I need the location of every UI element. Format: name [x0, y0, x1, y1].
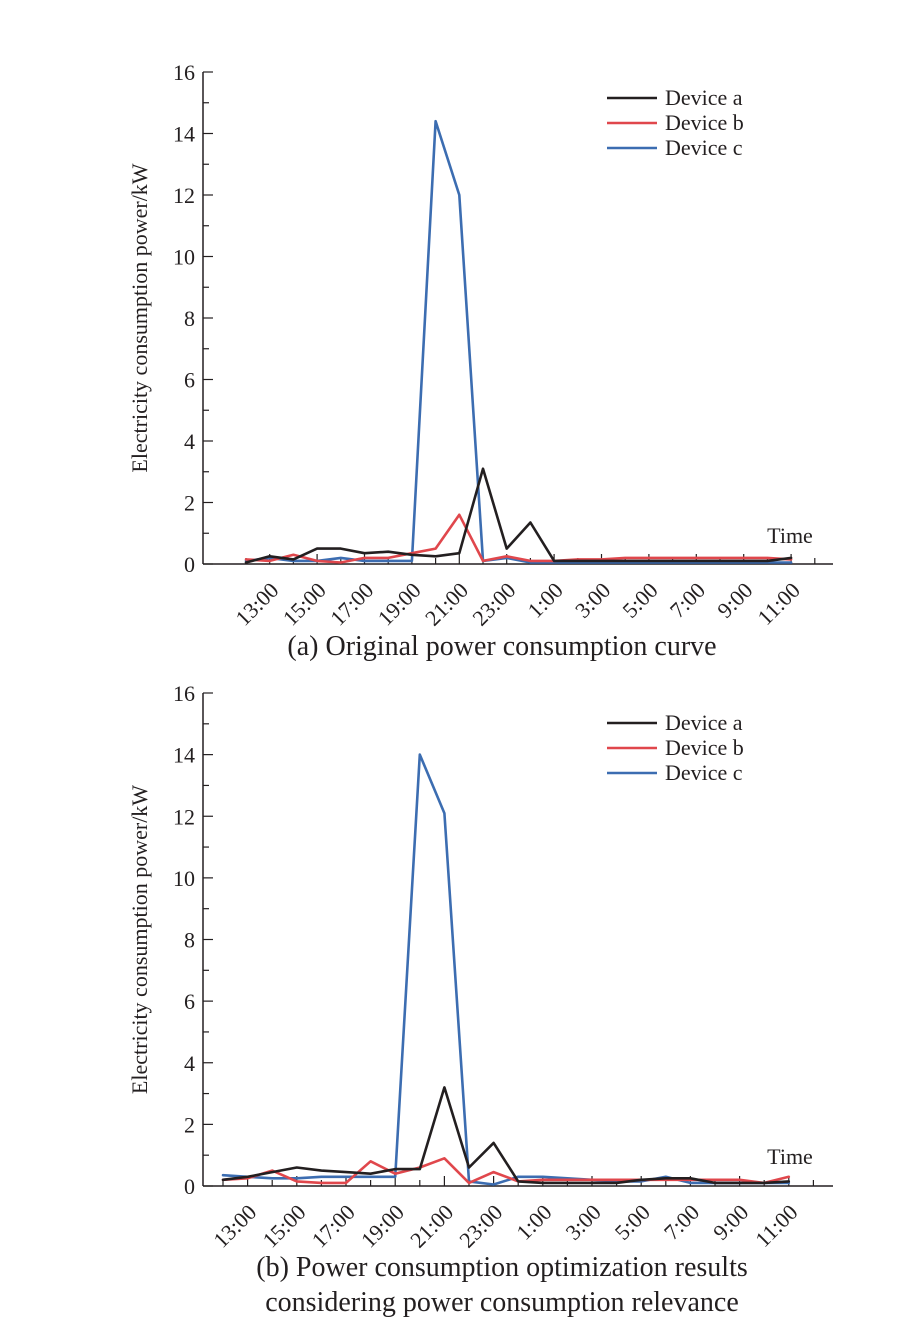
x-tick-label: 1:00: [523, 577, 568, 622]
x-tick-label: 11:00: [750, 1199, 803, 1252]
x-tick-label: 15:00: [278, 577, 331, 630]
y-tick-label: 16: [173, 60, 195, 85]
y-tick-label: 8: [184, 928, 195, 953]
x-axis-title: Time: [767, 523, 813, 548]
chart-caption: (a) Original power consumption curve: [287, 631, 716, 662]
x-tick-label: 23:00: [454, 1199, 507, 1252]
y-tick-label: 8: [184, 306, 195, 331]
y-tick-label: 2: [184, 491, 195, 516]
y-tick-label: 12: [173, 183, 195, 208]
legend-label: Device c: [665, 135, 743, 160]
y-tick-label: 14: [173, 122, 195, 147]
y-tick-label: 10: [173, 866, 195, 891]
x-tick-label: 15:00: [257, 1199, 310, 1252]
x-tick-label: 7:00: [665, 577, 710, 622]
x-tick-label: 5:00: [610, 1199, 655, 1244]
y-axis-title: Electricity consumption power/kW: [127, 163, 152, 472]
y-tick-label: 4: [184, 429, 195, 454]
x-tick-label: 1:00: [511, 1199, 556, 1244]
x-tick-label: 17:00: [307, 1199, 360, 1252]
y-tick-label: 0: [184, 552, 195, 577]
x-tick-label: 11:00: [752, 577, 805, 630]
x-axis-title: Time: [767, 1144, 813, 1169]
y-tick-label: 4: [184, 1051, 195, 1076]
series-line-device-a: [244, 467, 793, 564]
y-tick-label: 0: [184, 1174, 195, 1199]
y-axis-title: Electricity consumption power/kW: [127, 785, 152, 1094]
y-tick-label: 16: [173, 681, 195, 706]
legend-label: Device b: [665, 735, 744, 760]
series-line-device-b: [244, 513, 793, 564]
series-line-device-a: [221, 1086, 791, 1185]
legend-label: Device b: [665, 110, 744, 135]
x-tick-label: 19:00: [356, 1199, 409, 1252]
y-tick-label: 14: [173, 743, 195, 768]
y-tick-label: 2: [184, 1112, 195, 1137]
y-tick-label: 6: [184, 368, 195, 393]
chart-caption: considering power consumption relevance: [265, 1287, 739, 1318]
x-tick-label: 23:00: [467, 577, 520, 630]
x-tick-label: 21:00: [420, 577, 473, 630]
x-tick-label: 9:00: [708, 1199, 753, 1244]
y-tick-label: 12: [173, 804, 195, 829]
chart-caption: (b) Power consumption optimization resul…: [256, 1252, 748, 1283]
legend-label: Device a: [665, 710, 743, 735]
legend-label: Device c: [665, 760, 743, 785]
chart-panel-b: 0 2 4 6 8 10 12 14 16 13:0015:0017:0019:0021:0023…: [127, 681, 833, 1318]
x-tick-label: 7:00: [659, 1199, 704, 1244]
x-tick-label: 3:00: [560, 1199, 605, 1244]
series-line-device-c: [244, 119, 793, 564]
x-tick-label: 9:00: [712, 577, 757, 622]
x-tick-label: 19:00: [373, 577, 426, 630]
chart-panel-a: 0 2 4 6 8 10 12 14 16 13:0015:0017:0019:0021:0023…: [127, 60, 833, 662]
legend-label: Device a: [665, 85, 743, 110]
x-tick-label: 13:00: [230, 577, 283, 630]
y-tick-label: 6: [184, 989, 195, 1014]
x-tick-label: 5:00: [617, 577, 662, 622]
y-tick-label: 10: [173, 245, 195, 270]
x-tick-label: 3:00: [570, 577, 615, 622]
x-tick-label: 17:00: [325, 577, 378, 630]
x-tick-label: 13:00: [208, 1199, 261, 1252]
series-line-device-c: [221, 753, 791, 1186]
x-tick-label: 21:00: [405, 1199, 458, 1252]
